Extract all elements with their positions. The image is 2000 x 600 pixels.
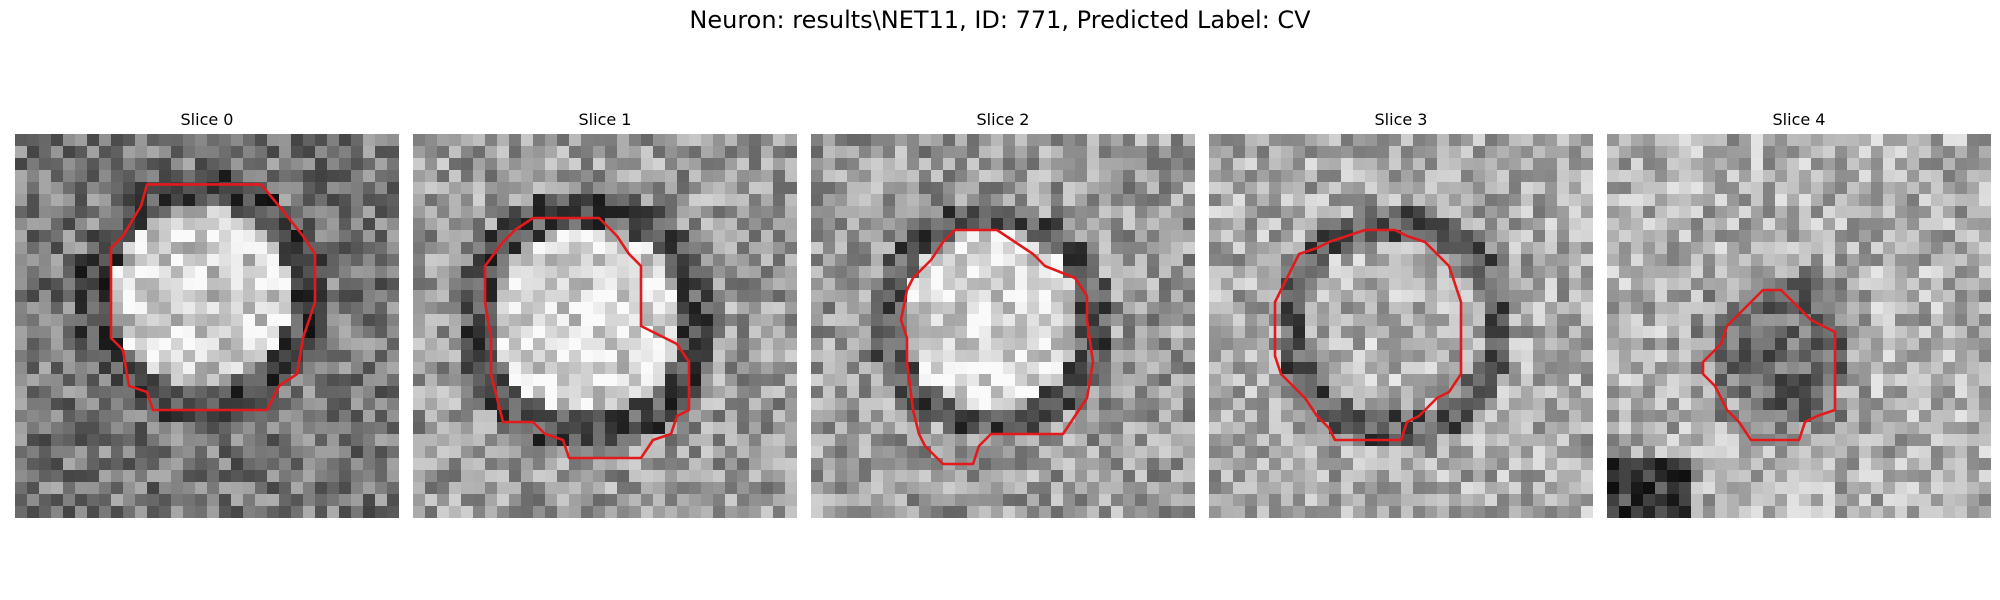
slice-image bbox=[811, 134, 1195, 518]
slice-title: Slice 1 bbox=[578, 110, 632, 129]
slice-image bbox=[413, 134, 797, 518]
pixel-grid bbox=[1607, 134, 1991, 518]
slice-title: Slice 2 bbox=[976, 110, 1030, 129]
pixel-grid bbox=[811, 134, 1195, 518]
slice-panel-4: Slice 4 bbox=[1607, 108, 1991, 518]
pixel-grid bbox=[1209, 134, 1593, 518]
segmentation-contour bbox=[1273, 228, 1463, 442]
slice-title: Slice 4 bbox=[1772, 110, 1826, 129]
figure-title: Neuron: results\NET11, ID: 771, Predicte… bbox=[689, 6, 1311, 34]
slice-title: Slice 0 bbox=[180, 110, 234, 129]
slice-panel-2: Slice 2 bbox=[811, 108, 1195, 518]
segmentation-contour bbox=[1701, 288, 1837, 442]
segmentation-contour bbox=[899, 228, 1095, 466]
slice-image bbox=[1607, 134, 1991, 518]
pixel-grid bbox=[413, 134, 797, 518]
slice-title: Slice 3 bbox=[1374, 110, 1428, 129]
pixel-grid bbox=[15, 134, 399, 518]
segmentation-contour bbox=[483, 216, 691, 460]
slice-panel-1: Slice 1 bbox=[413, 108, 797, 518]
slice-panel-3: Slice 3 bbox=[1209, 108, 1593, 518]
slice-image bbox=[1209, 134, 1593, 518]
slice-panel-0: Slice 0 bbox=[15, 108, 399, 518]
slice-image bbox=[15, 134, 399, 518]
segmentation-contour bbox=[109, 183, 317, 412]
